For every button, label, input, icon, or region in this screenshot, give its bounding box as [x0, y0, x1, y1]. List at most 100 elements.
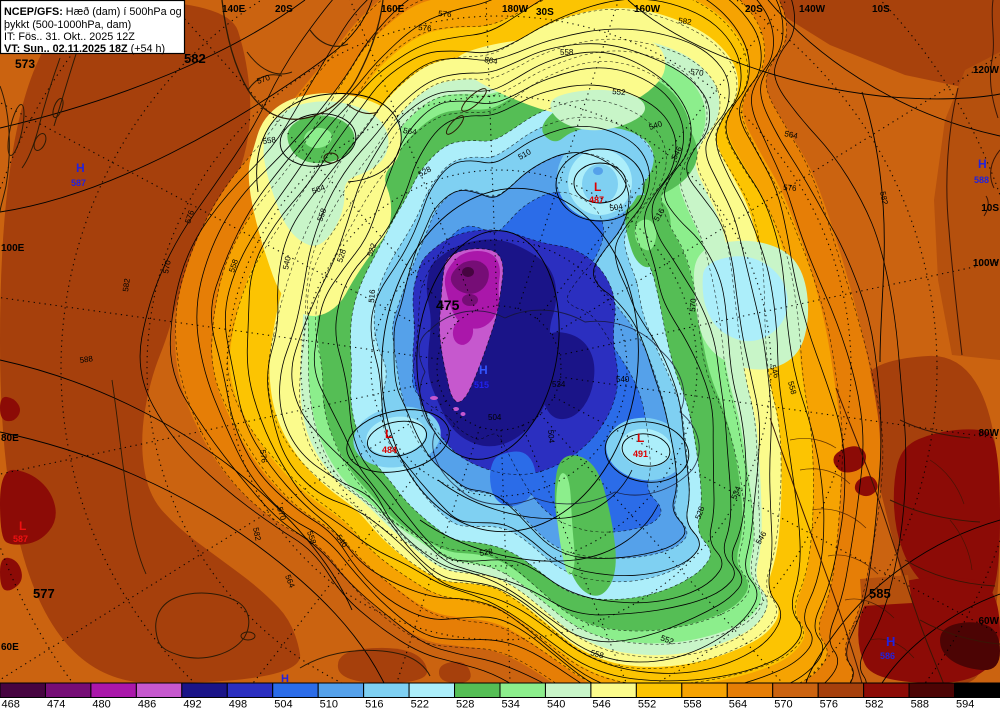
svg-text:510: 510 — [320, 699, 338, 709]
svg-text:582: 582 — [121, 277, 132, 292]
svg-text:504: 504 — [274, 699, 292, 709]
svg-text:515: 515 — [474, 380, 489, 390]
svg-text:534: 534 — [552, 380, 566, 389]
svg-text:558: 558 — [560, 48, 574, 57]
svg-text:552: 552 — [612, 87, 627, 97]
svg-text:504: 504 — [609, 202, 624, 213]
svg-text:120W: 120W — [973, 65, 1000, 76]
svg-text:587: 587 — [13, 534, 28, 544]
svg-text:552: 552 — [659, 633, 675, 646]
svg-text:L: L — [19, 519, 26, 533]
svg-text:10S: 10S — [981, 203, 999, 214]
svg-text:H: H — [886, 634, 895, 649]
svg-text:540: 540 — [616, 375, 630, 384]
svg-text:60W: 60W — [978, 616, 999, 627]
svg-text:100E: 100E — [1, 243, 25, 254]
svg-text:540: 540 — [281, 255, 293, 270]
svg-text:587: 587 — [71, 178, 86, 188]
svg-text:80W: 80W — [978, 428, 999, 439]
svg-text:570: 570 — [275, 506, 288, 522]
svg-text:582: 582 — [678, 16, 693, 27]
svg-text:564: 564 — [784, 129, 799, 141]
svg-text:570: 570 — [690, 67, 705, 78]
svg-text:582: 582 — [251, 527, 263, 542]
svg-text:546: 546 — [768, 364, 781, 380]
svg-text:588: 588 — [911, 699, 929, 709]
svg-text:528: 528 — [693, 505, 706, 521]
svg-text:564: 564 — [311, 183, 327, 196]
svg-text:20S: 20S — [275, 4, 293, 15]
svg-text:484: 484 — [382, 445, 397, 455]
svg-text:564: 564 — [403, 126, 418, 137]
svg-text:576: 576 — [183, 209, 196, 225]
svg-text:516: 516 — [365, 699, 383, 709]
svg-text:534: 534 — [502, 699, 520, 709]
svg-text:582: 582 — [878, 191, 890, 206]
svg-text:576: 576 — [258, 449, 269, 464]
svg-text:528: 528 — [456, 699, 474, 709]
svg-text:540: 540 — [648, 119, 664, 132]
svg-text:570: 570 — [256, 73, 272, 86]
svg-text:480: 480 — [92, 699, 110, 709]
svg-text:576: 576 — [820, 699, 838, 709]
svg-text:10S: 10S — [872, 4, 890, 15]
svg-text:498: 498 — [229, 699, 247, 709]
svg-text:576: 576 — [438, 9, 453, 19]
svg-text:586: 586 — [880, 651, 895, 661]
svg-text:588: 588 — [974, 175, 989, 185]
svg-text:492: 492 — [183, 699, 201, 709]
svg-text:487: 487 — [589, 195, 604, 205]
svg-text:558: 558 — [683, 699, 701, 709]
svg-text:468: 468 — [2, 699, 20, 709]
svg-text:558: 558 — [305, 530, 318, 546]
svg-text:60E: 60E — [1, 642, 19, 653]
svg-text:558: 558 — [315, 207, 328, 223]
svg-text:576: 576 — [418, 23, 433, 33]
svg-text:504: 504 — [488, 413, 502, 422]
svg-text:80E: 80E — [1, 433, 19, 444]
svg-text:528: 528 — [479, 547, 494, 558]
svg-text:594: 594 — [956, 699, 974, 709]
svg-text:H: H — [76, 161, 85, 175]
svg-text:528: 528 — [335, 248, 348, 264]
svg-text:491: 491 — [633, 449, 648, 459]
svg-text:30S: 30S — [536, 7, 554, 18]
svg-text:558: 558 — [786, 380, 798, 396]
svg-text:NCEP/GFS: Hæð (dam) í 500hPa o: NCEP/GFS: Hæð (dam) í 500hPa og — [4, 6, 182, 18]
svg-text:100W: 100W — [973, 258, 1000, 269]
svg-text:570: 570 — [161, 259, 173, 274]
svg-text:IT: Fös.. 31. Okt.. 2025 12Z: IT: Fös.. 31. Okt.. 2025 12Z — [4, 31, 135, 43]
svg-text:546: 546 — [592, 699, 610, 709]
svg-text:576: 576 — [783, 183, 797, 193]
svg-text:585: 585 — [869, 586, 891, 601]
svg-text:475: 475 — [436, 297, 460, 313]
svg-text:570: 570 — [774, 699, 792, 709]
svg-text:H: H — [978, 157, 987, 171]
svg-text:522: 522 — [365, 242, 378, 258]
svg-text:504: 504 — [546, 429, 556, 444]
svg-text:140E: 140E — [222, 4, 246, 15]
svg-text:L: L — [637, 431, 644, 445]
svg-text:522: 522 — [411, 699, 429, 709]
svg-text:558: 558 — [262, 135, 277, 146]
svg-text:564: 564 — [729, 699, 747, 709]
svg-text:582: 582 — [184, 51, 206, 66]
svg-text:L: L — [385, 427, 392, 441]
svg-text:516: 516 — [367, 289, 377, 304]
svg-text:558: 558 — [227, 258, 240, 274]
svg-text:L: L — [594, 180, 601, 194]
svg-text:486: 486 — [138, 699, 156, 709]
svg-text:573: 573 — [15, 57, 35, 71]
svg-text:570: 570 — [688, 298, 698, 313]
svg-text:564: 564 — [484, 55, 499, 66]
svg-text:582: 582 — [865, 699, 883, 709]
svg-text:540: 540 — [547, 699, 565, 709]
svg-text:160E: 160E — [381, 4, 405, 15]
svg-text:474: 474 — [47, 699, 65, 709]
svg-text:140W: 140W — [799, 4, 826, 15]
svg-text:588: 588 — [79, 354, 94, 365]
svg-text:558: 558 — [589, 648, 605, 660]
svg-text:H: H — [281, 673, 289, 685]
svg-text:20S: 20S — [745, 4, 763, 15]
svg-text:160W: 160W — [634, 4, 661, 15]
